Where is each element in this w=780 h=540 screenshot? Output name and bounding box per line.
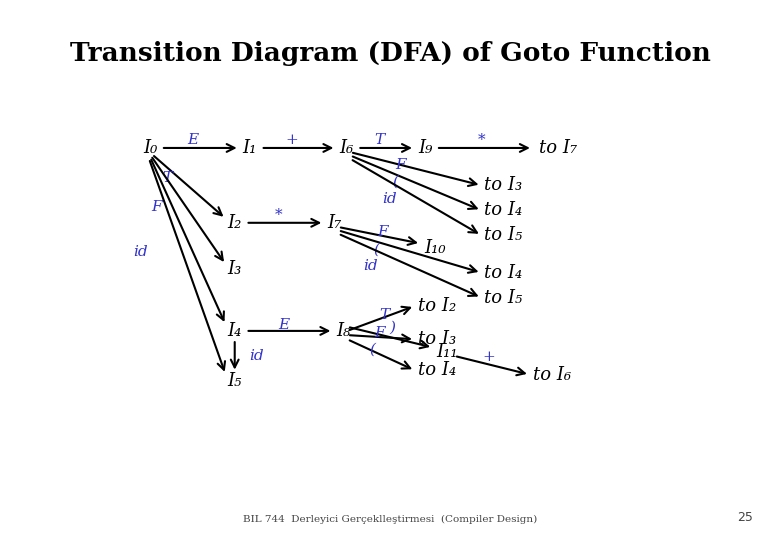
Text: +: + <box>285 133 299 147</box>
Text: id: id <box>382 192 397 206</box>
Text: I₄: I₄ <box>228 322 242 340</box>
Text: *: * <box>275 208 282 222</box>
Text: I₁₁: I₁₁ <box>436 343 458 361</box>
Text: I₁₀: I₁₀ <box>424 239 445 256</box>
Text: id: id <box>249 349 264 363</box>
Text: to I₆: to I₆ <box>533 366 571 383</box>
Text: Transition Diagram (DFA) of Goto Function: Transition Diagram (DFA) of Goto Functio… <box>69 40 711 65</box>
Text: I₅: I₅ <box>228 372 242 390</box>
Text: F: F <box>395 158 406 172</box>
Text: I₆: I₆ <box>339 139 353 157</box>
Text: E: E <box>187 133 199 147</box>
Text: to I₃: to I₃ <box>418 330 456 348</box>
Text: I₁: I₁ <box>243 139 257 157</box>
Text: to I₅: to I₅ <box>484 289 523 307</box>
Text: I₇: I₇ <box>328 214 342 232</box>
Text: id: id <box>363 259 378 273</box>
Text: T: T <box>380 308 390 322</box>
Text: F: F <box>378 225 388 239</box>
Text: T: T <box>162 171 172 185</box>
Text: to I₂: to I₂ <box>418 297 456 315</box>
Text: to I₇: to I₇ <box>539 139 577 157</box>
Text: E: E <box>278 318 289 332</box>
Text: (: ( <box>392 175 399 189</box>
Text: ): ) <box>389 321 395 335</box>
Text: I₉: I₉ <box>418 139 432 157</box>
Text: I₃: I₃ <box>228 260 242 278</box>
Text: (: ( <box>370 342 375 356</box>
Text: I₈: I₈ <box>336 322 351 340</box>
Text: I₀: I₀ <box>143 139 158 157</box>
Text: *: * <box>477 133 485 147</box>
Text: F: F <box>151 200 162 214</box>
Text: BIL 744  Derleyici Gerçeklleştirmesi  (Compiler Design): BIL 744 Derleyici Gerçeklleştirmesi (Com… <box>243 515 537 524</box>
Text: id: id <box>133 245 148 259</box>
Text: +: + <box>482 350 495 364</box>
Text: to I₄: to I₄ <box>484 264 523 282</box>
Text: to I₄: to I₄ <box>418 361 456 380</box>
Text: to I₅: to I₅ <box>484 226 523 244</box>
Text: T: T <box>374 133 385 147</box>
Text: to I₄: to I₄ <box>484 201 523 219</box>
Text: (: ( <box>374 243 380 257</box>
Text: I₂: I₂ <box>228 214 242 232</box>
Text: 25: 25 <box>737 511 753 524</box>
Text: F: F <box>374 326 385 340</box>
Text: to I₃: to I₃ <box>484 177 523 194</box>
